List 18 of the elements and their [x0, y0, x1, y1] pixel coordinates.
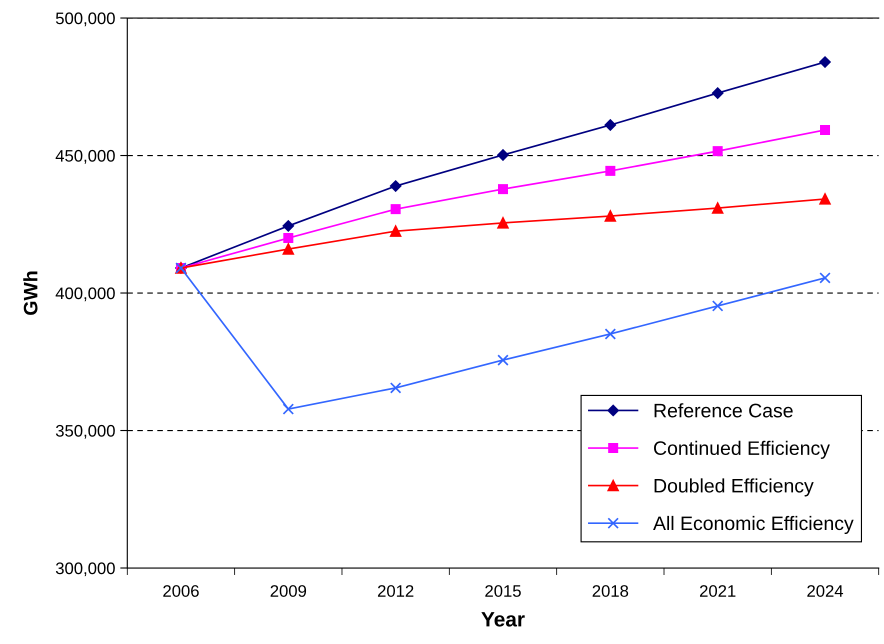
- x-tick-label: 2015: [485, 585, 521, 597]
- y-tick-label: 500,000: [56, 12, 115, 26]
- x-tick-label: 2009: [270, 585, 306, 597]
- x-axis-title: Year: [481, 612, 525, 627]
- y-tick-label: 450,000: [56, 150, 115, 164]
- x-tick-label: 2006: [163, 585, 199, 597]
- y-tick-label: 350,000: [56, 424, 115, 439]
- y-tick-label: 400,000: [56, 287, 115, 302]
- x-tick-label: 2024: [807, 585, 844, 597]
- x-tick-label: 2018: [592, 585, 628, 597]
- y-tick-label: 300,000: [56, 562, 115, 576]
- legend-label: Reference Case: [654, 403, 793, 418]
- legend-label: All Economic Efficiency: [653, 516, 854, 534]
- legend-label: Doubled Efficiency: [654, 478, 814, 496]
- x-tick-label: 2021: [700, 585, 736, 597]
- legend-label: Continued Efficiency: [654, 440, 830, 459]
- y-axis-title: GWh: [23, 272, 38, 315]
- x-tick-label: 2012: [378, 585, 414, 597]
